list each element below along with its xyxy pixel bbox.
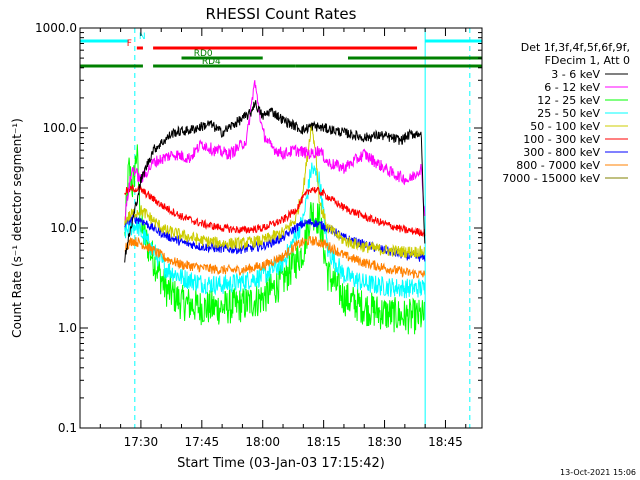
series-line-800-7000-kev [124,235,426,280]
series-line-300-800-kev [124,214,426,262]
legend-label-7: 800 - 7000 keV [516,159,600,172]
x-tick-label-3: 18:15 [306,435,341,449]
y-tick-label-4: 0.1 [58,421,77,435]
chart-title: RHESSI Count Rates [206,5,357,23]
x-tick-label-4: 18:30 [367,435,402,449]
series-line-3-6-kev [124,100,426,263]
annotation-label-rd4: RD4 [202,57,221,67]
legend-label-5: 100 - 300 keV [523,133,600,146]
series-line-50-100-kev [124,124,426,259]
y-tick-label-3: 1.0 [58,321,77,335]
legend-label-2: 12 - 25 keV [537,94,600,107]
x-tick-label-0: 17:30 [124,435,159,449]
legend-label-1: 6 - 12 keV [544,81,600,94]
series-line-100-300-kev [124,184,426,238]
y-axis-label: Count Rate (s⁻¹ detector segment⁻¹) [10,118,24,338]
y-tick-label-2: 10.0 [50,221,77,235]
series-line-12-25-kev [124,144,425,335]
x-tick-label-5: 18:45 [428,435,463,449]
legend-header-line-2: FDecim 1, Att 0 [545,54,630,67]
x-axis-label: Start Time (03-Jan-03 17:15:42) [177,456,385,471]
y-tick-label-1: 100.0 [43,121,77,135]
legend-label-0: 3 - 6 keV [551,68,600,81]
legend-label-8: 7000 - 15000 keV [502,172,600,185]
series-line-6-12-kev [124,80,426,221]
x-tick-label-2: 18:00 [245,435,280,449]
x-tick-label-1: 17:45 [185,435,220,449]
legend-label-3: 25 - 50 keV [537,107,600,120]
x-axis-ticks: 17:30 17:45 18:00 18:15 18:30 18:45 [99,28,467,449]
annotation-label-rd0: RD0 [194,49,213,59]
y-tick-label-0: 1000.0 [35,21,77,35]
annotation-label-n: N [139,32,146,42]
footer-timestamp: 13-Oct-2021 15:06 [560,468,636,477]
annotation-label-f: F [127,39,132,49]
legend-header-line-1: Det 1f,3f,4f,5f,6f,9f, [521,41,630,54]
y-axis-ticks: 1000.0 100.0 10.0 1.0 0.1 [35,21,482,435]
legend-label-6: 300 - 800 keV [523,146,600,159]
series-line-25-50-kev [124,162,426,299]
legend-label-4: 50 - 100 keV [530,120,600,133]
legend: Det 1f,3f,4f,5f,6f,9f, FDecim 1, Att 0 3… [502,41,630,185]
